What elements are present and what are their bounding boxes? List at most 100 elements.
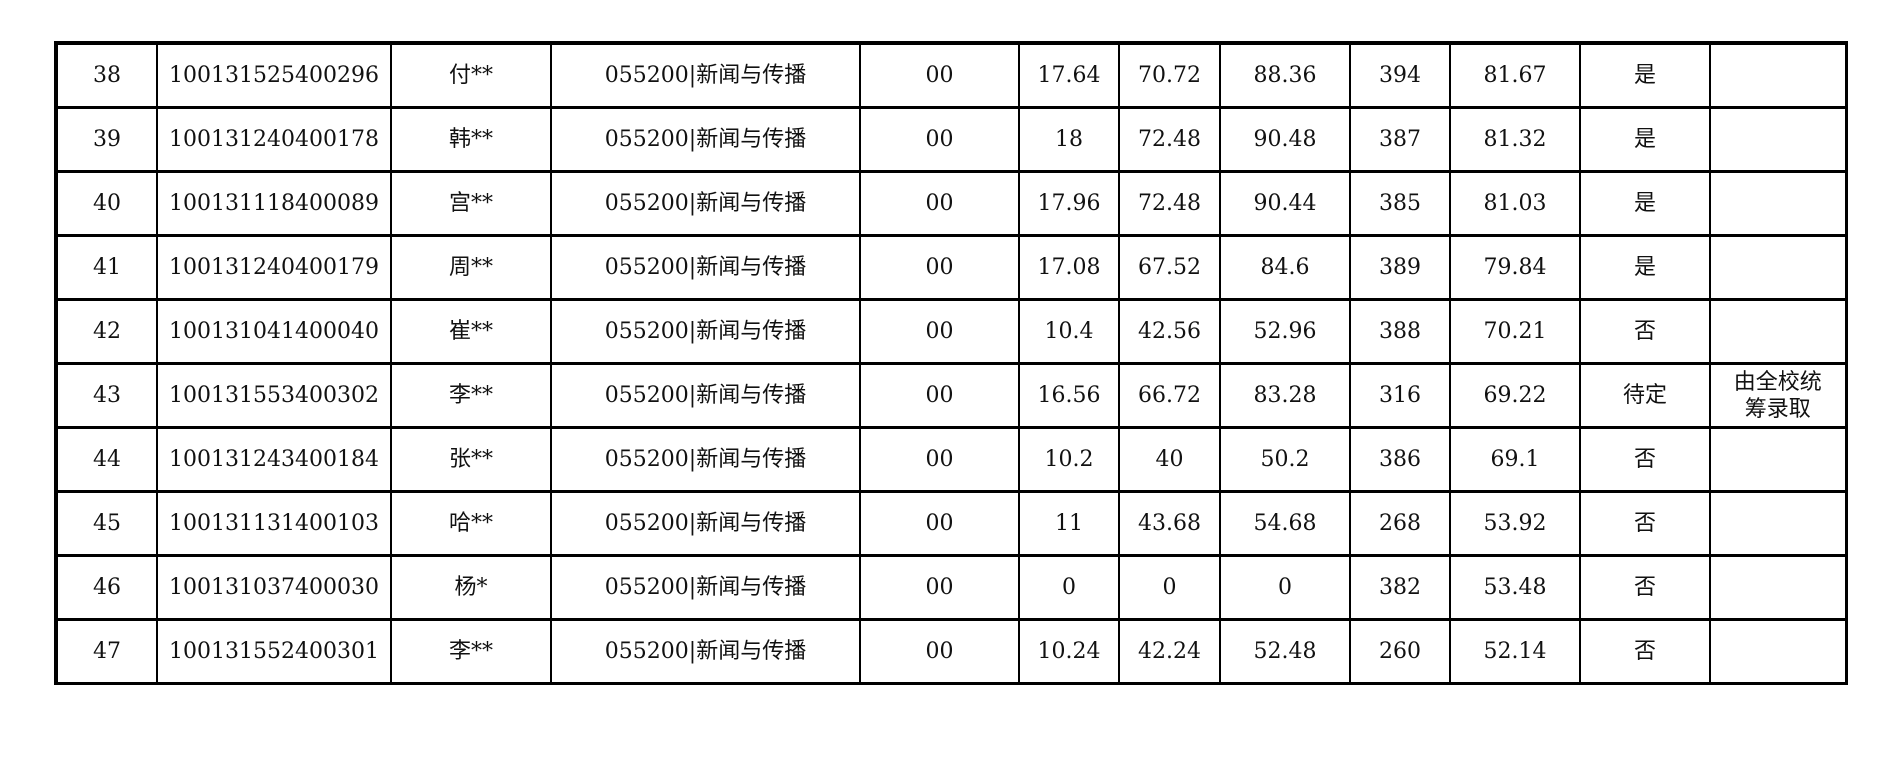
score-4-cell: 382 (1349, 554, 1451, 621)
major-cell: 055200|新闻与传播 (550, 41, 861, 109)
candidate-name-cell: 张** (390, 426, 552, 493)
table-row: 44 100131243400184 张** 055200|新闻与传播 00 10.2 40… (54, 426, 1848, 493)
score-3-cell: 52.48 (1219, 618, 1351, 685)
row-number-cell: 38 (54, 41, 158, 109)
candidate-name-cell: 付** (390, 41, 552, 109)
score-1-cell: 10.2 (1018, 426, 1120, 493)
score-4-cell: 385 (1349, 170, 1451, 237)
table-row: 47 100131552400301 李** 055200|新闻与传播 00 10.24 4… (54, 618, 1848, 685)
row-number-cell: 41 (54, 234, 158, 301)
candidate-id-cell: 100131553400302 (156, 362, 392, 429)
score-5-cell: 69.1 (1449, 426, 1581, 493)
score-5-cell: 81.67 (1449, 41, 1581, 109)
direction-code-cell: 00 (859, 490, 1020, 557)
candidate-name-cell: 周** (390, 234, 552, 301)
major-cell: 055200|新闻与传播 (550, 490, 861, 557)
score-2-cell: 42.24 (1118, 618, 1221, 685)
admission-result-cell: 是 (1579, 234, 1711, 301)
row-number-cell: 43 (54, 362, 158, 429)
score-4-cell: 394 (1349, 41, 1451, 109)
major-cell: 055200|新闻与传播 (550, 298, 861, 365)
admission-result-cell: 待定 (1579, 362, 1711, 429)
direction-code-cell: 00 (859, 426, 1020, 493)
admission-result-cell: 否 (1579, 426, 1711, 493)
score-2-cell: 43.68 (1118, 490, 1221, 557)
note-cell (1709, 234, 1848, 301)
note-cell (1709, 426, 1848, 493)
note-cell (1709, 106, 1848, 173)
candidate-name-cell: 李** (390, 618, 552, 685)
note-cell (1709, 490, 1848, 557)
direction-code-cell: 00 (859, 618, 1020, 685)
score-3-cell: 88.36 (1219, 41, 1351, 109)
major-cell: 055200|新闻与传播 (550, 106, 861, 173)
candidate-name-cell: 杨* (390, 554, 552, 621)
score-1-cell: 11 (1018, 490, 1120, 557)
table-row: 42 100131041400040 崔** 055200|新闻与传播 00 10.4 42… (54, 298, 1848, 365)
score-5-cell: 69.22 (1449, 362, 1581, 429)
candidate-id-cell: 100131525400296 (156, 41, 392, 109)
score-4-cell: 260 (1349, 618, 1451, 685)
table-row: 38 100131525400296 付** 055200|新闻与传播 00 17.64 7… (54, 41, 1848, 109)
major-cell: 055200|新闻与传播 (550, 234, 861, 301)
score-4-cell: 268 (1349, 490, 1451, 557)
direction-code-cell: 00 (859, 234, 1020, 301)
score-1-cell: 17.64 (1018, 41, 1120, 109)
table-row: 40 100131118400089 宫** 055200|新闻与传播 00 17.96 7… (54, 170, 1848, 237)
table-row: 46 100131037400030 杨* 055200|新闻与传播 00 0 0 0 382 5… (54, 554, 1848, 621)
candidate-id-cell: 100131552400301 (156, 618, 392, 685)
candidate-id-cell: 100131240400178 (156, 106, 392, 173)
score-3-cell: 52.96 (1219, 298, 1351, 365)
admission-result-cell: 否 (1579, 618, 1711, 685)
admission-result-cell: 是 (1579, 41, 1711, 109)
candidate-id-cell: 100131037400030 (156, 554, 392, 621)
score-3-cell: 50.2 (1219, 426, 1351, 493)
score-2-cell: 70.72 (1118, 41, 1221, 109)
score-1-cell: 16.56 (1018, 362, 1120, 429)
score-3-cell: 0 (1219, 554, 1351, 621)
score-1-cell: 10.24 (1018, 618, 1120, 685)
row-number-cell: 44 (54, 426, 158, 493)
candidate-name-cell: 李** (390, 362, 552, 429)
admission-table: 38 100131525400296 付** 055200|新闻与传播 00 17.64 7… (54, 41, 1848, 685)
score-2-cell: 40 (1118, 426, 1221, 493)
note-cell (1709, 298, 1848, 365)
table-row: 43 100131553400302 李** 055200|新闻与传播 00 16.56 6… (54, 362, 1848, 429)
score-1-cell: 17.96 (1018, 170, 1120, 237)
score-5-cell: 81.03 (1449, 170, 1581, 237)
note-cell (1709, 618, 1848, 685)
row-number-cell: 45 (54, 490, 158, 557)
table-row: 45 100131131400103 哈** 055200|新闻与传播 00 11 43.6… (54, 490, 1848, 557)
score-4-cell: 388 (1349, 298, 1451, 365)
score-3-cell: 54.68 (1219, 490, 1351, 557)
score-3-cell: 83.28 (1219, 362, 1351, 429)
admission-result-cell: 否 (1579, 490, 1711, 557)
row-number-cell: 47 (54, 618, 158, 685)
candidate-name-cell: 崔** (390, 298, 552, 365)
row-number-cell: 46 (54, 554, 158, 621)
score-3-cell: 84.6 (1219, 234, 1351, 301)
row-number-cell: 40 (54, 170, 158, 237)
score-2-cell: 72.48 (1118, 106, 1221, 173)
score-1-cell: 17.08 (1018, 234, 1120, 301)
admission-result-cell: 是 (1579, 170, 1711, 237)
candidate-id-cell: 100131131400103 (156, 490, 392, 557)
score-5-cell: 70.21 (1449, 298, 1581, 365)
major-cell: 055200|新闻与传播 (550, 426, 861, 493)
admission-result-cell: 是 (1579, 106, 1711, 173)
direction-code-cell: 00 (859, 106, 1020, 173)
major-cell: 055200|新闻与传播 (550, 554, 861, 621)
candidate-id-cell: 100131118400089 (156, 170, 392, 237)
score-4-cell: 386 (1349, 426, 1451, 493)
score-5-cell: 53.48 (1449, 554, 1581, 621)
score-5-cell: 52.14 (1449, 618, 1581, 685)
score-2-cell: 66.72 (1118, 362, 1221, 429)
note-cell (1709, 170, 1848, 237)
candidate-name-cell: 宫** (390, 170, 552, 237)
note-cell (1709, 41, 1848, 109)
note-cell: 由全校统筹录取 (1709, 362, 1848, 429)
major-cell: 055200|新闻与传播 (550, 362, 861, 429)
score-2-cell: 72.48 (1118, 170, 1221, 237)
score-1-cell: 10.4 (1018, 298, 1120, 365)
table-row: 41 100131240400179 周** 055200|新闻与传播 00 17.08 6… (54, 234, 1848, 301)
